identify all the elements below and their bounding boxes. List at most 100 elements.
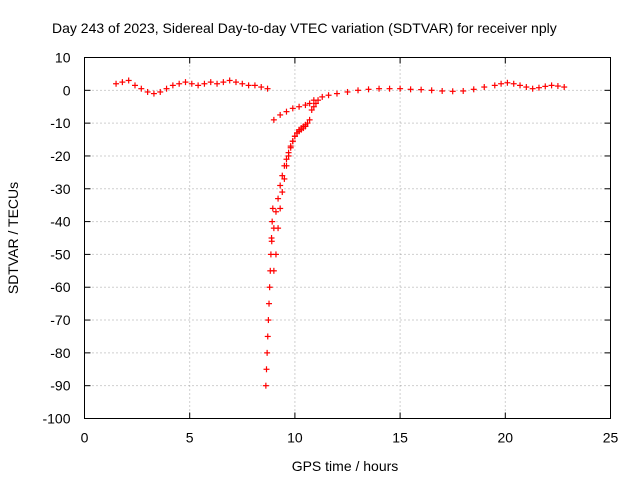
data-point [306, 100, 313, 107]
x-tick-label: 10 [287, 430, 303, 446]
data-point [407, 86, 414, 93]
data-point [510, 80, 517, 87]
data-point [481, 84, 488, 91]
data-point [220, 79, 227, 86]
data-point [312, 100, 319, 107]
data-point [272, 251, 279, 258]
data-point [275, 195, 282, 202]
y-tick-label: 10 [55, 50, 71, 66]
data-point [277, 205, 284, 212]
data-point [376, 85, 383, 92]
data-point [176, 80, 183, 87]
data-point [264, 333, 271, 340]
data-point [333, 90, 340, 97]
data-point [325, 92, 332, 99]
y-axis-label: SDTVAR / TECUs [5, 182, 21, 294]
data-point [157, 88, 164, 95]
data-point [258, 84, 265, 91]
data-point [418, 86, 425, 93]
y-tick-label: -10 [50, 115, 70, 131]
data-point [119, 79, 126, 86]
data-point [308, 107, 315, 114]
data-point [283, 156, 290, 163]
data-point [163, 85, 170, 92]
data-point [138, 85, 145, 92]
data-point [548, 82, 555, 89]
data-point [470, 86, 477, 93]
y-tick-label: 0 [63, 82, 71, 98]
y-tick-label: -30 [50, 181, 70, 197]
x-tick-label: 25 [603, 430, 619, 446]
data-point [285, 149, 292, 156]
data-point [266, 284, 273, 291]
data-point [281, 175, 288, 182]
y-tick-label: -100 [42, 411, 70, 427]
data-point [283, 108, 290, 115]
data-point [266, 300, 273, 307]
data-point [131, 82, 138, 89]
y-tick-label: -20 [50, 148, 70, 164]
data-point [304, 120, 311, 127]
data-point [344, 88, 351, 95]
data-point [498, 80, 505, 87]
grid [84, 57, 611, 419]
data-point [310, 103, 317, 110]
x-tick-label: 5 [186, 430, 194, 446]
data-point [287, 143, 294, 150]
data-point [535, 84, 542, 91]
plot-frame [84, 57, 611, 419]
data-point [449, 88, 456, 95]
data-point [428, 87, 435, 94]
data-point [517, 82, 524, 89]
data-point [397, 85, 404, 92]
data-point [226, 77, 233, 84]
data-point [306, 116, 313, 123]
data-point [554, 83, 561, 90]
data-point [207, 79, 214, 86]
data-point [125, 77, 132, 84]
data-point [302, 102, 309, 109]
data-point [270, 116, 277, 123]
data-point [277, 182, 284, 189]
data-point [542, 83, 549, 90]
x-tick-label: 15 [392, 430, 408, 446]
data-point [270, 267, 277, 274]
data-point [263, 366, 270, 373]
y-tick-label: -60 [50, 279, 70, 295]
data-point [188, 80, 195, 87]
data-point [365, 86, 372, 93]
data-point [281, 162, 288, 169]
data-point [296, 103, 303, 110]
data-point [195, 82, 202, 89]
data-points [113, 77, 568, 389]
data-point [251, 82, 258, 89]
data-point [182, 79, 189, 86]
data-point [491, 82, 498, 89]
data-point [315, 97, 322, 104]
data-point [439, 87, 446, 94]
data-point [523, 84, 530, 91]
data-point [561, 84, 568, 91]
data-point [239, 80, 246, 87]
y-tick-label: -90 [50, 378, 70, 394]
data-point [169, 82, 176, 89]
data-point [144, 88, 151, 95]
axis-ticks: 0 5 10 15 20 25 10 0 -10 -20 -30 -40 -50 -60 -70 -80 -90… [42, 50, 618, 446]
data-point [232, 79, 239, 86]
data-point [264, 85, 271, 92]
x-axis-label: GPS time / hours [292, 458, 399, 474]
data-point [267, 251, 274, 258]
data-point [150, 90, 157, 97]
data-point [270, 225, 277, 232]
data-point [264, 349, 271, 356]
data-point [302, 123, 309, 130]
data-point [355, 87, 362, 94]
data-point [529, 85, 536, 92]
data-point [245, 82, 252, 89]
data-point [113, 80, 120, 87]
chart-title: Day 243 of 2023, Sidereal Day-to-day VTE… [52, 20, 557, 36]
x-tick-label: 0 [81, 430, 89, 446]
data-point [262, 382, 269, 389]
data-point [272, 208, 279, 215]
